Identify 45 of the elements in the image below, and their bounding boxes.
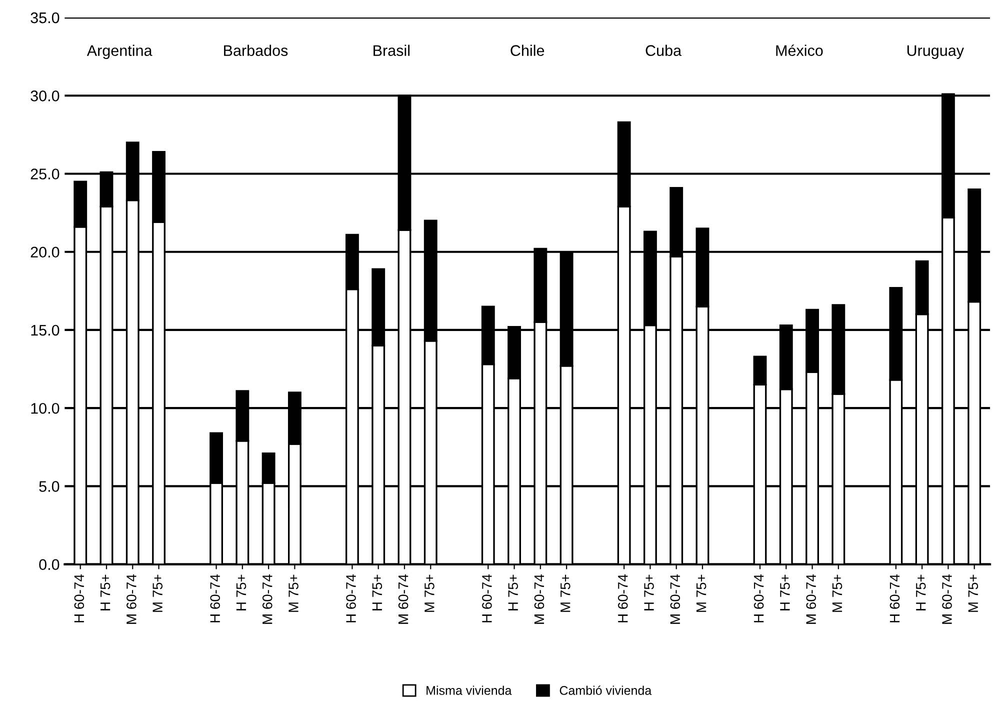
x-tick-label: H 75+ bbox=[100, 574, 110, 610]
y-tick-label: 0.0 bbox=[39, 559, 60, 570]
annotation: Uruguay bbox=[907, 45, 964, 60]
legend-label: Cambió vivienda bbox=[560, 686, 652, 695]
y-tick-label: 30.0 bbox=[30, 90, 60, 102]
legend-label: Misma vivienda bbox=[426, 686, 512, 695]
annotation: Barbados bbox=[224, 44, 288, 56]
x-tick-label: H 75+ bbox=[916, 574, 926, 610]
y-tick-label: 5.0 bbox=[39, 481, 60, 492]
x-tick-label: M 60-74 bbox=[942, 574, 952, 624]
x-tick-label: M 75+ bbox=[152, 574, 163, 612]
y-tick-label: 10.0 bbox=[31, 402, 60, 414]
annotation: Brasil bbox=[374, 44, 410, 56]
annotation: México bbox=[776, 44, 823, 56]
x-tick-label: H 60-74 bbox=[618, 574, 628, 622]
x-tick-label: H 60-74 bbox=[346, 574, 356, 622]
x-tick-label: M 60-74 bbox=[534, 574, 544, 624]
x-tick-label: M 75+ bbox=[288, 574, 298, 612]
x-tick-label: M 75+ bbox=[424, 574, 434, 612]
x-tick-label: M 60-74 bbox=[262, 574, 272, 624]
x-tick-label: M 75+ bbox=[560, 574, 570, 612]
x-tick-label: H 60-74 bbox=[74, 574, 84, 622]
x-tick-label: H 60-74 bbox=[754, 574, 764, 622]
annotation: Argentina bbox=[86, 44, 152, 60]
x-tick-label: H 75+ bbox=[372, 574, 382, 610]
annotation: Chile bbox=[510, 44, 544, 56]
x-tick-label: H 60-74 bbox=[210, 574, 220, 622]
y-tick-label: 20.0 bbox=[30, 246, 60, 258]
x-tick-label: H 75+ bbox=[508, 574, 518, 610]
annotation: Cuba bbox=[646, 44, 682, 56]
x-tick-label: M 60-74 bbox=[398, 574, 408, 624]
x-tick-label: M 75+ bbox=[696, 574, 706, 612]
x-tick-label: H 75+ bbox=[644, 574, 654, 610]
x-tick-label: M 60-74 bbox=[126, 574, 136, 624]
x-tick-label: H 75+ bbox=[780, 574, 790, 610]
y-tick-label: 25.0 bbox=[30, 168, 60, 180]
x-tick-label: H 60-74 bbox=[482, 574, 492, 622]
y-tick-label: 35.0 bbox=[30, 12, 60, 24]
x-tick-label: M 75+ bbox=[832, 574, 842, 612]
x-tick-label: M 60-74 bbox=[806, 574, 816, 624]
x-tick-label: H 75+ bbox=[236, 574, 246, 610]
x-tick-label: M 75+ bbox=[968, 574, 978, 612]
x-tick-label: H 60-74 bbox=[890, 574, 900, 622]
x-tick-label: M 60-74 bbox=[670, 574, 680, 624]
y-tick-label: 15.0 bbox=[31, 324, 60, 336]
